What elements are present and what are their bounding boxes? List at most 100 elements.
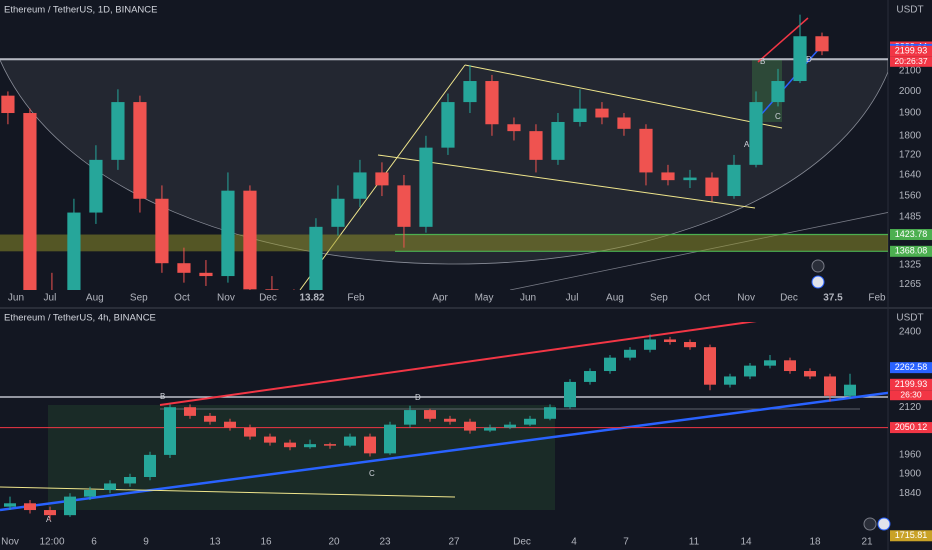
countdown: 20:26:37: [894, 56, 927, 66]
candle-body: [244, 427, 256, 437]
candle-body: [397, 185, 411, 227]
x-tick-label: Aug: [606, 293, 624, 304]
candle-body: [309, 226, 323, 290]
x-tick-label: Jun: [8, 293, 24, 304]
x-tick-label: Nov: [737, 293, 755, 304]
x-tick-label: 13: [209, 537, 221, 548]
candle-body: [661, 172, 675, 181]
x-tick-label: Nov: [1, 537, 19, 548]
candle-body: [243, 190, 257, 290]
x-tick-label: May: [475, 293, 494, 304]
annotation: A: [46, 515, 52, 524]
y-tick-label: 2000: [899, 86, 922, 97]
candle-body: [704, 347, 716, 385]
candle-body: [133, 102, 147, 199]
pane2-drawings: [0, 322, 888, 512]
annotation: C: [775, 112, 781, 121]
x-tick-label: Feb: [868, 293, 886, 304]
x-tick-label: 27: [448, 537, 460, 548]
candle-body: [89, 159, 103, 213]
candle-body: [221, 190, 235, 277]
annotation: B: [160, 392, 165, 401]
price-label: 1423.78: [895, 229, 928, 239]
candle-body: [727, 164, 741, 197]
price-label-box: [890, 229, 932, 241]
candle-body: [331, 198, 345, 227]
x-tick-label: Sep: [650, 293, 668, 304]
annotation: C: [369, 469, 375, 478]
price-label-box: [890, 45, 932, 57]
price-zone: [0, 234, 888, 252]
annotation: A: [744, 140, 750, 149]
candle-body: [844, 384, 856, 396]
x-tick-label: 18: [809, 537, 821, 548]
x-tick-label: 14: [740, 537, 752, 548]
candles: [0, 14, 888, 290]
chart-title: Ethereum / TetherUS, 1D, BINANCE: [4, 5, 157, 16]
chart-title: Ethereum / TetherUS, 4h, BINANCE: [4, 313, 156, 324]
x-tick-label: 4: [571, 537, 577, 548]
candle-body: [564, 381, 576, 408]
price-label-box: [890, 379, 932, 391]
x-tick-label: Dec: [780, 293, 798, 304]
x-tick-label: 11: [689, 537, 700, 548]
y-tick-label: 1265: [899, 279, 922, 290]
event-icon[interactable]: [811, 259, 825, 273]
x-tick-label: Oct: [174, 293, 190, 304]
countdown-box: [890, 390, 932, 401]
candle-body: [84, 490, 96, 497]
candle-body: [529, 131, 543, 160]
y-tick-label: 1640: [899, 170, 922, 181]
candle-body: [551, 121, 565, 160]
channel-line: [751, 49, 819, 126]
y-tick-label: 2100: [899, 66, 922, 77]
candle-body: [463, 81, 477, 103]
candle-body: [284, 442, 296, 448]
candle-body: [265, 289, 279, 290]
candle-body: [644, 339, 656, 350]
candle-body: [484, 427, 496, 431]
candle-body: [824, 376, 836, 396]
candle-body: [64, 496, 76, 516]
x-tick-label: Oct: [694, 293, 710, 304]
trend-line: [377, 154, 756, 209]
y-tick-label: 1720: [899, 150, 922, 161]
x-tick-label: 7: [623, 537, 629, 548]
price-label-box: [890, 245, 932, 257]
candle-body: [164, 407, 176, 455]
candle-body: [604, 357, 616, 372]
candle-body: [684, 342, 696, 348]
candle-body: [111, 102, 125, 160]
candle-body: [324, 444, 336, 446]
flag-icon[interactable]: [877, 517, 891, 531]
y-tick-label: 2120: [899, 402, 922, 413]
trend-line: [464, 64, 783, 129]
candle-body: [44, 510, 56, 516]
candle-body: [664, 339, 676, 343]
y-tick-label: 1485: [899, 211, 922, 222]
candle-body: [624, 349, 636, 358]
candles: [0, 334, 888, 521]
candle-body: [764, 360, 776, 366]
candle-body: [264, 436, 276, 443]
candle-body: [184, 407, 196, 416]
flag-icon[interactable]: [811, 275, 825, 289]
candle-body: [724, 376, 736, 385]
candle-body: [404, 410, 416, 425]
candle-body: [124, 477, 136, 484]
candle-body: [364, 436, 376, 454]
currency-unit: USDT: [896, 5, 923, 16]
candle-body: [749, 102, 763, 165]
price-label: 1715.81: [895, 530, 928, 540]
candle-body: [424, 410, 436, 419]
x-tick-label: 16: [260, 537, 272, 548]
event-icon[interactable]: [863, 517, 877, 531]
y-tick-label: 1900: [899, 468, 922, 479]
x-tick-label: Jun: [520, 293, 536, 304]
x-tick-label: 6: [91, 537, 97, 548]
candle-body: [304, 444, 316, 448]
candle-body: [595, 108, 609, 118]
y-tick-label: 1325: [899, 259, 922, 270]
candle-body: [485, 81, 499, 125]
